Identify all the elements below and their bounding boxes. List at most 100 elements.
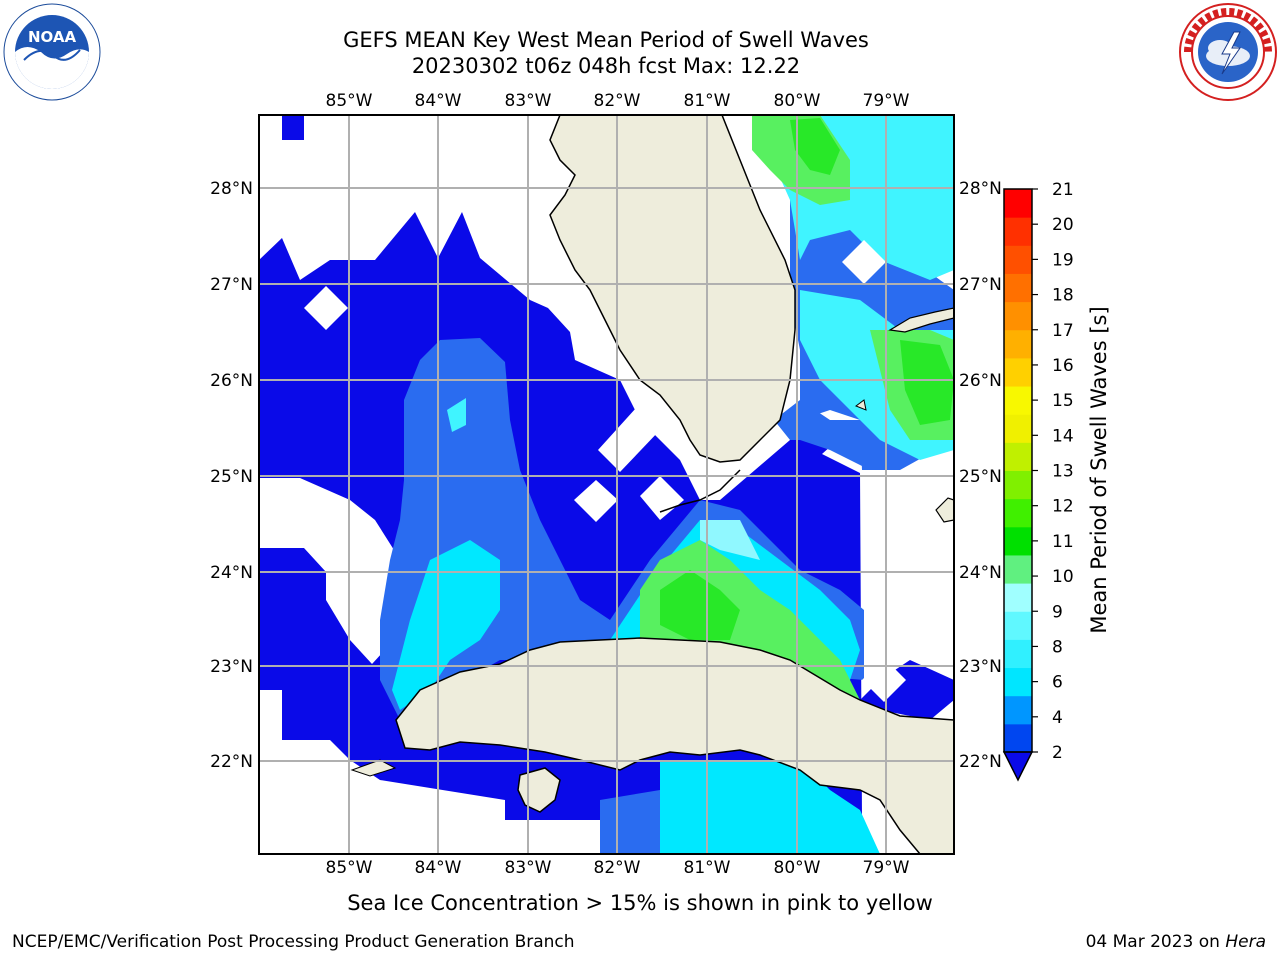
- lat-label: 23°N: [959, 657, 1002, 677]
- colorbar-segment: [1004, 526, 1032, 556]
- colorbar-segment: [1004, 386, 1032, 415]
- lon-label: 80°W: [774, 91, 821, 111]
- colorbar-tick-label: 14: [1052, 426, 1074, 446]
- colorbar-tick-label: 4: [1052, 708, 1063, 728]
- colorbar-segment: [1004, 245, 1032, 274]
- colorbar-tick-label: 13: [1052, 462, 1074, 482]
- colorbar-tick-label: 2: [1052, 743, 1063, 763]
- sea-ice-note: Sea Ice Concentration > 15% is shown in …: [347, 891, 933, 915]
- gap-7: [259, 740, 505, 854]
- gap-2: [598, 408, 660, 472]
- lon-label: 85°W: [326, 91, 373, 111]
- colorbar-segment: [1004, 723, 1032, 753]
- lon-labels-top: 85°W 84°W 83°W 82°W 81°W 80°W 79°W: [326, 91, 910, 111]
- footer-machine: Hera: [1225, 932, 1266, 952]
- gap-3: [574, 480, 618, 522]
- noaa-logo-text: NOAA: [28, 28, 77, 46]
- footer-date-text: 04 Mar 2023 on: [1085, 932, 1226, 952]
- colorbar: 21 20 19 18 17 16 15 14 13 12 11 10 9 8 6 4 2: [1002, 180, 1074, 782]
- footer-credit: NCEP/EMC/Verification Post Processing Pr…: [12, 932, 575, 952]
- colorbar-extend-arrow: [1002, 751, 1034, 782]
- colorbar-segment: [1004, 470, 1032, 500]
- noaa-logo: NOAA: [3, 3, 101, 101]
- colorbar-tick-label: 9: [1052, 602, 1063, 622]
- colorbar-segment: [1004, 189, 1032, 218]
- nws-logo: [1179, 3, 1277, 101]
- gap-4: [640, 476, 684, 520]
- swell-field-atlantic-green-dark: [790, 118, 840, 175]
- lat-label: 22°N: [210, 752, 253, 772]
- colorbar-tick-label: 12: [1052, 497, 1074, 517]
- swell-field-cyan-islet: [447, 398, 466, 432]
- gap-9: [842, 240, 886, 284]
- swell-field-atlantic-green-2-dark: [900, 340, 954, 425]
- colorbar-tick-label: 21: [1052, 180, 1074, 200]
- land-bahamas-2: [935, 497, 954, 523]
- colorbar-segment: [1004, 667, 1032, 697]
- colorbar-tick-label: 10: [1052, 567, 1074, 587]
- colorbar-segment: [1004, 611, 1032, 640]
- lon-label: 84°W: [415, 858, 462, 878]
- land-islet-west: [350, 759, 397, 777]
- lon-label: 84°W: [415, 91, 462, 111]
- lat-label: 26°N: [959, 371, 1002, 391]
- lon-labels-bottom: 85°W 84°W 83°W 82°W 81°W 80°W 79°W: [326, 858, 910, 878]
- lat-label: 24°N: [210, 563, 253, 583]
- lat-label: 24°N: [959, 563, 1002, 583]
- swell-field-green-light: [700, 520, 760, 560]
- florida-keys: [659, 469, 741, 513]
- gap-6: [259, 690, 282, 740]
- lon-label: 80°W: [774, 858, 821, 878]
- lat-label: 25°N: [210, 467, 253, 487]
- colorbar-segment: [1004, 217, 1032, 246]
- lon-label: 81°W: [684, 91, 731, 111]
- lat-label: 28°N: [210, 179, 253, 199]
- colorbar-segment: [1004, 695, 1032, 725]
- lat-label: 22°N: [959, 752, 1002, 772]
- gap-1: [304, 286, 348, 330]
- lat-labels-right: 28°N 27°N 26°N 25°N 24°N 23°N 22°N: [959, 179, 1002, 772]
- colorbar-tick-label: 18: [1052, 286, 1074, 306]
- colorbar-tick-label: 15: [1052, 391, 1074, 411]
- land-islet-1: [854, 399, 867, 411]
- colorbar-segment: [1004, 301, 1032, 331]
- chart-subtitle: 20230302 t06z 048h fcst Max: 12.22: [411, 54, 801, 78]
- land-bahamas-1: [888, 307, 954, 333]
- lon-label: 83°W: [505, 91, 552, 111]
- swell-field-cyan-3: [660, 760, 880, 854]
- swell-field-green-dark: [660, 570, 740, 640]
- colorbar-segment: [1004, 442, 1032, 471]
- colorbar-label: Mean Period of Swell Waves [s]: [1087, 306, 1111, 633]
- colorbar-tick-label: 17: [1052, 321, 1074, 341]
- swell-field-cyan: [392, 540, 500, 710]
- lon-label: 81°W: [684, 858, 731, 878]
- colorbar-tick-label: 16: [1052, 356, 1074, 376]
- lat-label: 23°N: [210, 657, 253, 677]
- lon-label: 79°W: [863, 91, 910, 111]
- colorbar-segment: [1004, 357, 1032, 387]
- land-florida: [549, 115, 796, 463]
- lon-label: 79°W: [863, 858, 910, 878]
- map-frame: [258, 114, 955, 855]
- lat-label: 27°N: [959, 275, 1002, 295]
- map-plot-area: [259, 115, 954, 854]
- lon-label: 82°W: [594, 91, 641, 111]
- gap-10: [862, 658, 906, 702]
- colorbar-segment: [1004, 498, 1032, 528]
- lat-labels-left: 28°N 27°N 26°N 25°N 24°N 23°N 22°N: [210, 179, 253, 772]
- swell-field-east-south: [860, 660, 954, 720]
- colorbar-tick-label: 8: [1052, 637, 1063, 657]
- lat-label: 27°N: [210, 275, 253, 295]
- footer-date: 04 Mar 2023 on Hera: [1086, 932, 1266, 952]
- colorbar-segment: [1004, 639, 1032, 669]
- lat-label: 25°N: [959, 467, 1002, 487]
- lon-label: 85°W: [326, 858, 373, 878]
- colorbar-tick-label: 19: [1052, 250, 1074, 270]
- colorbar-tick-label: 20: [1052, 215, 1074, 235]
- colorbar-segment: [1004, 554, 1032, 584]
- colorbar-segment: [1004, 414, 1032, 443]
- colorbar-tick-label: 6: [1052, 673, 1063, 693]
- lat-label: 26°N: [210, 371, 253, 391]
- lon-label: 82°W: [594, 858, 641, 878]
